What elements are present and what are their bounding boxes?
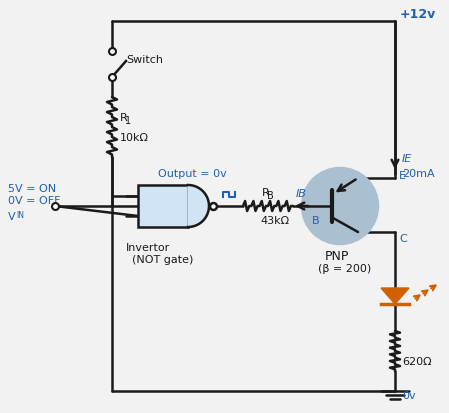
- Text: B: B: [267, 190, 274, 201]
- Bar: [138, 185, 188, 228]
- Text: 43kΩ: 43kΩ: [260, 216, 289, 225]
- Text: R: R: [120, 113, 128, 123]
- Text: 10kΩ: 10kΩ: [120, 133, 149, 142]
- Text: (β = 200): (β = 200): [318, 263, 371, 273]
- Text: R: R: [262, 188, 270, 197]
- Text: IB: IB: [296, 189, 307, 199]
- Text: 5V = ON: 5V = ON: [8, 183, 56, 194]
- Text: 20mA: 20mA: [402, 169, 435, 178]
- Text: B: B: [312, 216, 320, 225]
- Text: 1: 1: [125, 116, 131, 126]
- Text: 0v: 0v: [402, 390, 416, 400]
- Text: IN: IN: [16, 210, 24, 219]
- Text: IE: IE: [402, 154, 412, 164]
- Text: 0V = OFF: 0V = OFF: [8, 195, 61, 206]
- Text: 620Ω: 620Ω: [402, 356, 431, 366]
- Text: (NOT gate): (NOT gate): [132, 254, 194, 264]
- Text: Invertor: Invertor: [126, 242, 170, 252]
- Circle shape: [302, 169, 378, 244]
- Text: E: E: [399, 171, 406, 180]
- Text: Switch: Switch: [126, 55, 163, 65]
- Text: PNP: PNP: [325, 250, 349, 263]
- Polygon shape: [188, 185, 209, 228]
- Polygon shape: [381, 288, 409, 304]
- Text: C: C: [399, 233, 407, 243]
- Text: Output = 0v: Output = 0v: [158, 169, 227, 178]
- Text: V: V: [8, 211, 16, 221]
- Text: +12v: +12v: [400, 7, 436, 21]
